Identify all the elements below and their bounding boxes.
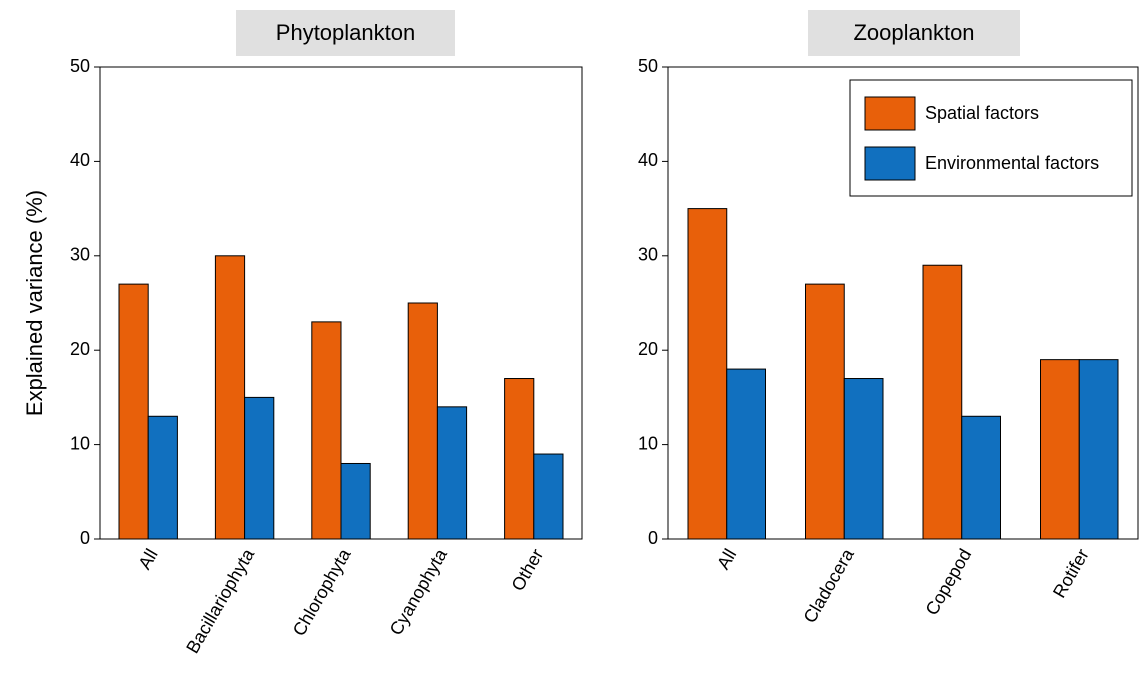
- bar: [244, 396, 275, 540]
- bar: [533, 453, 564, 540]
- title-box: [808, 10, 1020, 56]
- legend-swatch: [864, 96, 916, 131]
- bar: [1078, 359, 1119, 540]
- title-box: [236, 10, 455, 56]
- bar: [214, 255, 246, 540]
- y-tick-label: 10: [70, 433, 90, 453]
- y-tick-label: 50: [638, 56, 658, 76]
- legend-label: Environmental factors: [925, 153, 1099, 173]
- x-tick-label: Rotifer: [1049, 545, 1093, 601]
- legend-label: Spatial factors: [925, 103, 1039, 123]
- y-axis-label: Explained variance (%): [22, 190, 47, 416]
- bar: [407, 302, 438, 540]
- x-tick-label: Chlorophyta: [289, 545, 355, 640]
- x-tick-label: Bacillariophyta: [182, 545, 258, 657]
- bar: [961, 415, 1001, 540]
- y-tick-label: 30: [638, 245, 658, 265]
- y-tick-label: 40: [638, 150, 658, 170]
- bar: [340, 462, 371, 540]
- y-tick-label: 10: [638, 433, 658, 453]
- y-tick-label: 40: [70, 150, 90, 170]
- bar: [504, 378, 535, 540]
- x-tick-label: Other: [508, 545, 548, 594]
- y-tick-label: 20: [638, 339, 658, 359]
- x-tick-label: Cladocera: [799, 545, 858, 627]
- plot-frame: [667, 66, 1139, 540]
- bar: [726, 368, 766, 540]
- y-tick-label: 0: [648, 528, 658, 548]
- y-tick-label: 20: [70, 339, 90, 359]
- bar: [147, 415, 178, 540]
- bar: [843, 378, 884, 540]
- bar: [805, 283, 845, 540]
- bar: [311, 321, 342, 540]
- chart-title: Zooplankton: [853, 20, 974, 45]
- plot-frame: [99, 66, 583, 540]
- x-tick-label: Cyanophyta: [386, 545, 452, 639]
- bar: [922, 264, 963, 540]
- x-tick-label: All: [134, 545, 161, 572]
- y-tick-label: 0: [80, 528, 90, 548]
- bar: [687, 208, 728, 540]
- bar: [1040, 359, 1080, 540]
- y-tick-label: 50: [70, 56, 90, 76]
- y-tick-label: 30: [70, 245, 90, 265]
- chart-title: Phytoplankton: [276, 20, 415, 45]
- x-tick-label: Copepod: [921, 545, 975, 618]
- bar: [436, 406, 468, 540]
- bar: [118, 283, 149, 540]
- legend-swatch: [864, 146, 916, 181]
- x-tick-label: All: [713, 545, 740, 572]
